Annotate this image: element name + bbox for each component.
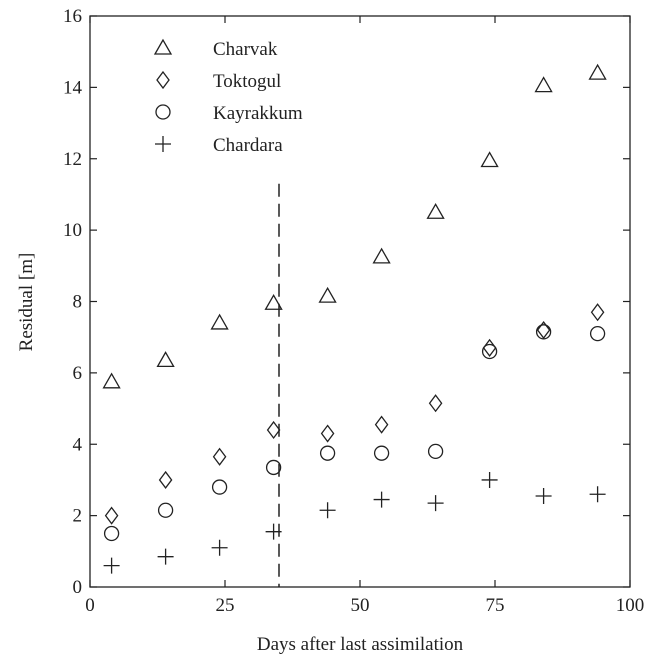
data-point-chardara [481, 471, 498, 488]
data-point-toktogul [104, 506, 119, 525]
legend-label-chardara: Chardara [213, 135, 283, 156]
y-tick-label: 8 [73, 292, 83, 313]
data-point-charvak [210, 313, 229, 330]
plot-frame [89, 15, 631, 588]
data-point-toktogul [590, 303, 605, 322]
data-point-kayrakkum [265, 459, 282, 476]
data-point-toktogul [428, 394, 443, 413]
data-point-toktogul [482, 338, 497, 357]
data-point-chardara [103, 557, 120, 574]
y-axis-label: Residual [m] [16, 253, 37, 352]
x-tick-label: 50 [351, 595, 370, 616]
legend-label-kayrakkum: Kayrakkum [213, 103, 303, 124]
legend-label-charvak: Charvak [213, 39, 278, 60]
y-tick-label: 10 [63, 220, 82, 241]
data-point-charvak [264, 293, 283, 310]
data-point-charvak [426, 202, 445, 219]
data-point-charvak [480, 151, 499, 168]
data-point-toktogul [320, 424, 335, 443]
y-tick-label: 0 [73, 577, 83, 598]
data-point-charvak [588, 63, 607, 80]
y-tick-label: 2 [73, 506, 83, 527]
data-point-charvak [372, 247, 391, 264]
data-point-kayrakkum [373, 445, 390, 461]
data-point-kayrakkum [481, 343, 498, 360]
data-point-charvak [318, 286, 337, 303]
y-tick-label: 12 [63, 149, 82, 170]
data-point-kayrakkum [427, 443, 444, 460]
legend-marker-toktogul [156, 70, 170, 90]
data-point-chardara [589, 486, 606, 503]
data-point-kayrakkum [535, 324, 552, 340]
data-point-chardara [427, 495, 444, 512]
data-point-chardara [211, 539, 228, 556]
data-point-kayrakkum [211, 479, 228, 495]
data-point-toktogul [212, 447, 227, 466]
legend-label-toktogul: Toktogul [213, 71, 281, 92]
data-point-chardara [535, 487, 552, 504]
y-tick-label: 14 [63, 77, 83, 98]
plot-layer: 0 25 50 75 100 0 2 4 6 8 10 12 14 16 Charvak Toktogul Ka… [63, 6, 644, 616]
y-tick-label: 16 [63, 6, 82, 27]
data-point-charvak [102, 372, 121, 389]
data-point-toktogul [374, 415, 389, 434]
x-tick-label: 25 [216, 595, 235, 616]
data-point-toktogul [536, 320, 551, 340]
data-point-charvak [156, 351, 175, 368]
legend-marker-kayrakkum [155, 104, 171, 120]
x-axis-label: Days after last assimilation [257, 634, 464, 655]
data-point-charvak [534, 76, 553, 93]
data-point-kayrakkum [157, 502, 174, 518]
y-tick-label: 4 [73, 434, 83, 455]
x-tick-label: 100 [616, 595, 645, 616]
legend-marker-chardara [155, 136, 171, 152]
data-point-chardara [373, 491, 390, 508]
data-point-kayrakkum [589, 325, 606, 342]
data-point-chardara [319, 502, 336, 519]
data-point-chardara [157, 548, 174, 565]
data-point-toktogul [158, 470, 173, 490]
legend-marker-charvak [153, 38, 173, 55]
y-tick-label: 6 [73, 363, 83, 384]
data-point-chardara [265, 523, 282, 540]
x-tick-label: 0 [85, 595, 95, 616]
x-tick-label: 75 [486, 595, 505, 616]
data-point-kayrakkum [319, 445, 336, 461]
data-point-toktogul [266, 420, 281, 440]
data-point-kayrakkum [103, 525, 120, 542]
